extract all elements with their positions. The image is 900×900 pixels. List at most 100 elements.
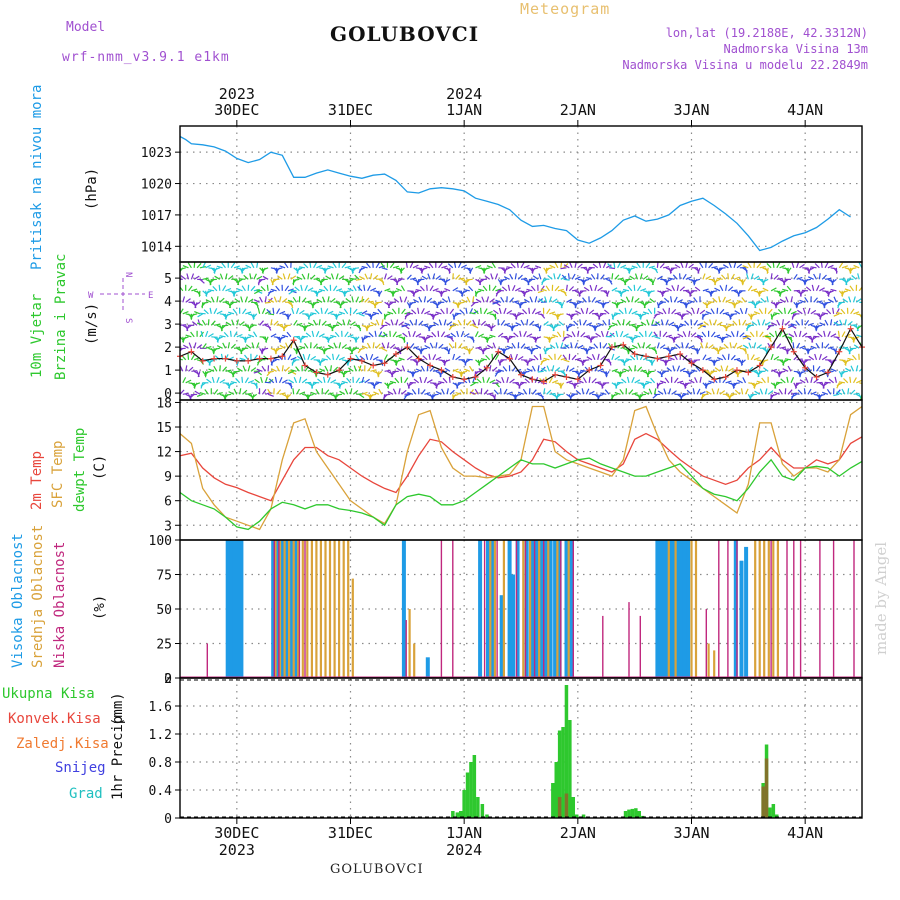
clouds-ytick-label: 0: [164, 672, 172, 687]
wind-arrow: [404, 313, 411, 318]
wind-arrow: [302, 353, 306, 360]
wind-arrow: [347, 278, 354, 283]
wind-arrow: [742, 377, 747, 384]
wind-arrow: [252, 313, 258, 319]
wind-arrow: [324, 365, 329, 372]
wind-arrow: [341, 262, 347, 269]
wind-arrow: [318, 333, 325, 338]
wind-arrow: [355, 278, 362, 281]
wind-arrow: [299, 266, 306, 269]
wind-arrow: [415, 333, 422, 338]
wind-arrow: [602, 342, 608, 349]
wind-arrow: [673, 296, 678, 303]
wind-arrow: [727, 353, 730, 360]
wind-arrow: [475, 370, 482, 373]
wind-arrow: [816, 300, 823, 303]
wind-arrow: [520, 381, 527, 384]
wind-arrow: [243, 274, 249, 280]
wind-arrow: [571, 331, 576, 338]
wind-arrow: [791, 393, 797, 398]
wind-arrow: [205, 264, 212, 269]
wind-arrow: [598, 262, 602, 268]
temp-line-0: [179, 432, 863, 502]
wind-arrow: [221, 262, 226, 269]
wind-arrow: [359, 275, 365, 280]
wind-arrow: [458, 301, 465, 304]
precip-legend-0: Ukupna Kisa: [2, 686, 95, 702]
clouds-ytick-label: 75: [156, 569, 172, 584]
wind-arrow: [268, 313, 275, 316]
wind-arrow: [228, 391, 235, 395]
wind-arrow: [452, 273, 454, 280]
wind-arrow: [498, 307, 502, 314]
wind-arrow: [535, 336, 542, 340]
cloud-bar-1: [301, 540, 304, 678]
wind-arrow: [484, 324, 491, 326]
wind-arrow: [664, 377, 670, 384]
wind-arrow: [296, 355, 303, 361]
wind-arrow: [453, 313, 459, 318]
wind-arrow: [480, 388, 483, 395]
wind-arrow: [611, 322, 618, 326]
wind-arrow: [847, 388, 850, 395]
precip-bar-0: [554, 762, 558, 818]
wind-arrow: [482, 376, 485, 383]
wind-arrow: [205, 299, 212, 303]
wind-arrow: [254, 290, 260, 295]
wind-arrow: [796, 262, 800, 268]
wind-arrow: [421, 323, 428, 326]
wind-arrow: [276, 365, 281, 372]
cloud-bar-1: [556, 540, 559, 678]
wind-arrow: [716, 388, 720, 395]
wind-arrow: [744, 348, 747, 355]
clouds-ytick-label: 25: [156, 638, 172, 653]
wind-arrow: [821, 355, 828, 361]
wind-arrow: [696, 307, 700, 314]
wind-arrow: [441, 347, 448, 349]
wind-arrow: [282, 334, 289, 338]
wind-arrow: [327, 377, 331, 384]
wind-arrow: [563, 359, 570, 363]
wind-arrow: [418, 278, 425, 281]
wind-arrow: [733, 358, 741, 361]
wind-arrow: [222, 324, 229, 327]
wind-arrow: [452, 287, 459, 292]
cloud-bar-1: [347, 540, 350, 678]
wind-arrow: [836, 311, 843, 315]
wind-arrow: [793, 273, 798, 280]
wind-arrow: [426, 284, 428, 291]
wind-arrow: [737, 370, 743, 375]
wind-arrow: [190, 354, 196, 361]
wind-arrow: [776, 301, 783, 304]
wind-arrow: [588, 309, 595, 315]
wind-arrow: [493, 309, 499, 315]
wind-arrow: [746, 273, 749, 280]
wind-arrow: [424, 265, 431, 269]
wind-arrow: [777, 308, 783, 315]
wind-arrow: [316, 264, 323, 269]
cloud-bar-1: [288, 540, 291, 678]
cloud-bar-0: [486, 540, 490, 678]
wind-arrow: [688, 263, 694, 269]
wind-arrow: [392, 331, 397, 338]
wind-arrow: [545, 285, 550, 292]
cloud-bar-1: [502, 540, 505, 678]
wind-arrow: [805, 376, 809, 384]
wind-arrow: [810, 391, 817, 395]
wind-arrow: [494, 273, 499, 280]
wind-arrow: [841, 388, 846, 395]
wind-arrow: [693, 359, 701, 361]
cloud-bar-1: [529, 540, 532, 678]
wind-arrow: [827, 346, 834, 349]
wind-arrow: [535, 392, 542, 395]
cloud-bar-1: [315, 540, 318, 678]
wind-arrow: [751, 370, 758, 372]
wind-arrow: [293, 319, 298, 326]
wind-arrow: [236, 333, 243, 338]
wind-arrow: [769, 332, 775, 338]
wind-arrow: [799, 370, 806, 375]
wind-arrow: [514, 353, 518, 361]
wind-arrow: [267, 325, 272, 331]
wind-arrow: [688, 300, 695, 303]
wind-arrow: [362, 336, 368, 341]
